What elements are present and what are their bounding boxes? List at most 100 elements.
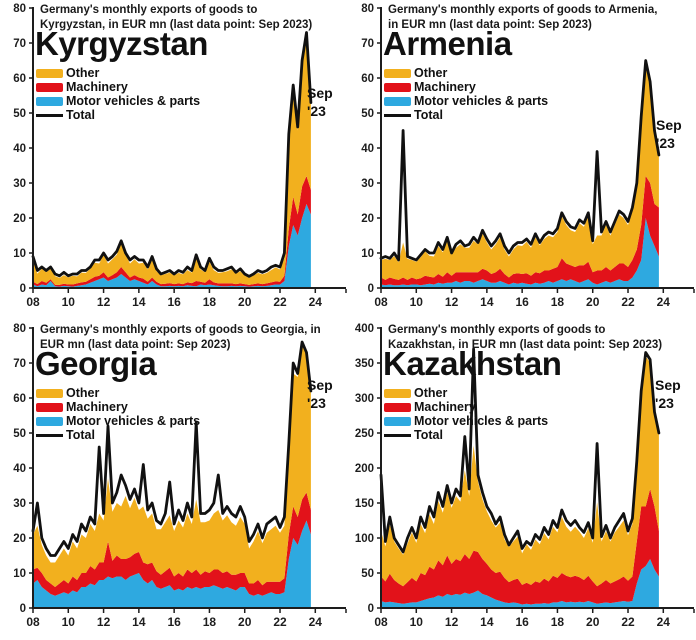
- annotation-year: '23: [656, 135, 675, 152]
- legend: Other Machinery Motor vehicles & parts T…: [384, 66, 548, 122]
- svg-text:30: 30: [13, 498, 26, 510]
- other-swatch: [36, 388, 63, 398]
- legend-item-total: Total: [384, 108, 548, 122]
- svg-text:100: 100: [355, 533, 374, 545]
- machinery-swatch: [384, 82, 411, 92]
- legend-label: Motor vehicles & parts: [66, 94, 201, 108]
- machinery-swatch: [384, 402, 411, 412]
- svg-text:24: 24: [657, 295, 671, 309]
- svg-text:08: 08: [26, 295, 40, 309]
- svg-text:50: 50: [13, 428, 26, 440]
- svg-text:300: 300: [355, 393, 374, 405]
- legend-item-other: Other: [36, 386, 200, 400]
- svg-text:18: 18: [551, 295, 565, 309]
- svg-text:20: 20: [361, 213, 374, 225]
- svg-text:20: 20: [13, 213, 26, 225]
- svg-text:22: 22: [273, 295, 287, 309]
- svg-text:24: 24: [309, 615, 323, 629]
- legend-item-other: Other: [36, 66, 200, 80]
- svg-text:30: 30: [13, 178, 26, 190]
- country-label: Kazakhstan: [383, 345, 562, 382]
- svg-text:18: 18: [203, 295, 217, 309]
- legend-item-machinery: Machinery: [36, 400, 200, 414]
- svg-text:0: 0: [368, 603, 374, 615]
- svg-text:14: 14: [480, 295, 494, 309]
- legend-label: Other: [66, 386, 100, 400]
- svg-text:14: 14: [132, 615, 146, 629]
- legend-label: Other: [66, 66, 100, 80]
- svg-text:80: 80: [13, 3, 26, 15]
- chart-panel-kyrgyzstan: 0 10 20 30 40 50 60 70 80 08 10 12 14 16 18 20 22 24 Germ…: [0, 0, 348, 320]
- svg-text:08: 08: [374, 295, 388, 309]
- chart-title: Germany's monthly exports of goods to Ky…: [40, 4, 313, 31]
- legend: Other Machinery Motor vehicles & parts T…: [384, 386, 548, 442]
- svg-text:50: 50: [361, 568, 374, 580]
- last-point-annotation: Sep '23: [307, 376, 333, 412]
- legend-label: Total: [66, 428, 95, 442]
- svg-text:70: 70: [13, 38, 26, 50]
- kyrgyzstan-chart: 0 10 20 30 40 50 60 70 80 08 10 12 14 16 18 20 22 24: [13, 3, 347, 309]
- svg-text:10: 10: [62, 615, 76, 629]
- motor-vehicles-swatch: [36, 96, 63, 106]
- georgia-chart: 0 10 20 30 40 50 60 70 80 08 10 12 14 16 18 20 22 24: [13, 323, 347, 629]
- svg-text:10: 10: [62, 295, 76, 309]
- svg-text:40: 40: [13, 463, 26, 475]
- legend-label: Machinery: [66, 400, 128, 414]
- last-point-annotation: Sep '23: [655, 376, 681, 412]
- other-swatch: [384, 68, 411, 78]
- legend-item-other: Other: [384, 66, 548, 80]
- other-swatch: [36, 68, 63, 78]
- svg-text:0: 0: [20, 603, 26, 615]
- legend-item-machinery: Machinery: [36, 80, 200, 94]
- svg-text:24: 24: [309, 295, 323, 309]
- armenia-chart: 0 10 20 30 40 50 60 70 80 08 10 12 14 16 18 20 22 24: [361, 3, 695, 309]
- legend: Other Machinery Motor vehicles & parts T…: [36, 66, 200, 122]
- svg-text:18: 18: [551, 615, 565, 629]
- chart-panel-armenia: 0 10 20 30 40 50 60 70 80 08 10 12 14 16 18 20 22 24 Germ…: [348, 0, 696, 320]
- country-label: Armenia: [383, 25, 512, 62]
- legend-label: Machinery: [66, 80, 128, 94]
- svg-text:14: 14: [480, 615, 494, 629]
- legend-label: Total: [414, 428, 443, 442]
- legend-label: Other: [414, 66, 448, 80]
- svg-text:16: 16: [167, 615, 181, 629]
- motor-vehicles-swatch: [36, 416, 63, 426]
- country-label: Georgia: [35, 345, 157, 382]
- svg-text:50: 50: [13, 108, 26, 120]
- annotation-month: Sep: [307, 85, 333, 101]
- annotation-year: '23: [307, 103, 326, 120]
- svg-text:350: 350: [355, 358, 374, 370]
- svg-text:12: 12: [445, 295, 459, 309]
- svg-text:20: 20: [586, 615, 600, 629]
- legend-item-machinery: Machinery: [384, 400, 548, 414]
- legend-label: Total: [66, 108, 95, 122]
- svg-text:20: 20: [238, 295, 252, 309]
- svg-text:22: 22: [621, 615, 635, 629]
- svg-text:24: 24: [657, 615, 671, 629]
- legend-label: Motor vehicles & parts: [414, 414, 549, 428]
- svg-text:250: 250: [355, 428, 374, 440]
- total-line-swatch: [36, 433, 63, 437]
- total-line-swatch: [384, 113, 411, 117]
- motor-vehicles-swatch: [384, 416, 411, 426]
- chart-title: Germany's monthly exports of goods to Ka…: [388, 324, 663, 351]
- svg-text:400: 400: [355, 323, 374, 335]
- legend-item-total: Total: [36, 108, 200, 122]
- total-line-swatch: [384, 433, 411, 437]
- annotation-month: Sep: [655, 377, 681, 393]
- svg-text:50: 50: [361, 108, 374, 120]
- svg-text:60: 60: [13, 73, 26, 85]
- svg-text:14: 14: [132, 295, 146, 309]
- svg-text:12: 12: [445, 615, 459, 629]
- annotation-month: Sep: [307, 377, 333, 393]
- svg-text:150: 150: [355, 498, 374, 510]
- svg-text:60: 60: [13, 393, 26, 405]
- svg-text:12: 12: [97, 615, 111, 629]
- svg-text:80: 80: [13, 323, 26, 335]
- legend-label: Motor vehicles & parts: [414, 94, 549, 108]
- chart-panel-georgia: 0 10 20 30 40 50 60 70 80 08 10 12 14 16 18 20 22 24 Germ…: [0, 320, 348, 640]
- svg-text:10: 10: [361, 248, 374, 260]
- svg-text:0: 0: [20, 283, 26, 295]
- legend-item-total: Total: [36, 428, 200, 442]
